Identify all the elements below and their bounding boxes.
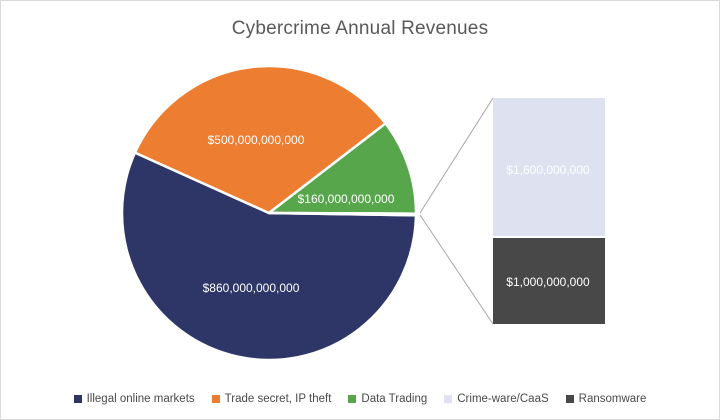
legend-swatch	[348, 395, 357, 403]
legend-label: Trade secret, IP theft	[224, 393, 332, 405]
legend-item-data-trading[interactable]: Data Trading	[348, 393, 427, 405]
slice-data-trading[interactable]	[267, 122, 418, 215]
legend-label: Crime-ware/CaaS	[457, 393, 549, 405]
bar-segment-ransomware[interactable]	[493, 238, 605, 324]
legend: Illegal online markets Trade secret, IP t…	[1, 393, 719, 405]
legend-swatch	[211, 395, 220, 403]
chart-title: Cybercrime Annual Revenues	[231, 18, 489, 39]
legend-swatch	[444, 395, 453, 403]
legend-item-trade-secret-ip-theft[interactable]: Trade secret, IP theft	[211, 393, 332, 405]
slice-other-breakout[interactable]	[267, 211, 418, 217]
legend-label: Data Trading	[361, 393, 428, 405]
slice-trade-secret-ip-theft[interactable]	[133, 64, 387, 215]
legend-item-crime-ware-caas[interactable]: Crime-ware/CaaS	[444, 393, 549, 405]
slice-illegal-online-markets[interactable]	[120, 151, 418, 362]
breakout-connector-line	[419, 97, 494, 214]
breakout-connector-line	[419, 214, 494, 325]
legend-item-ransomware[interactable]: Ransomware	[565, 393, 647, 405]
legend-swatch	[73, 395, 82, 403]
legend-swatch	[565, 395, 574, 403]
legend-label: Illegal online markets	[86, 393, 195, 405]
bar-segment-crimeware-caas[interactable]	[493, 98, 605, 236]
legend-label: Ransomware	[578, 393, 647, 405]
legend-item-illegal-online-markets[interactable]: Illegal online markets	[73, 393, 195, 405]
